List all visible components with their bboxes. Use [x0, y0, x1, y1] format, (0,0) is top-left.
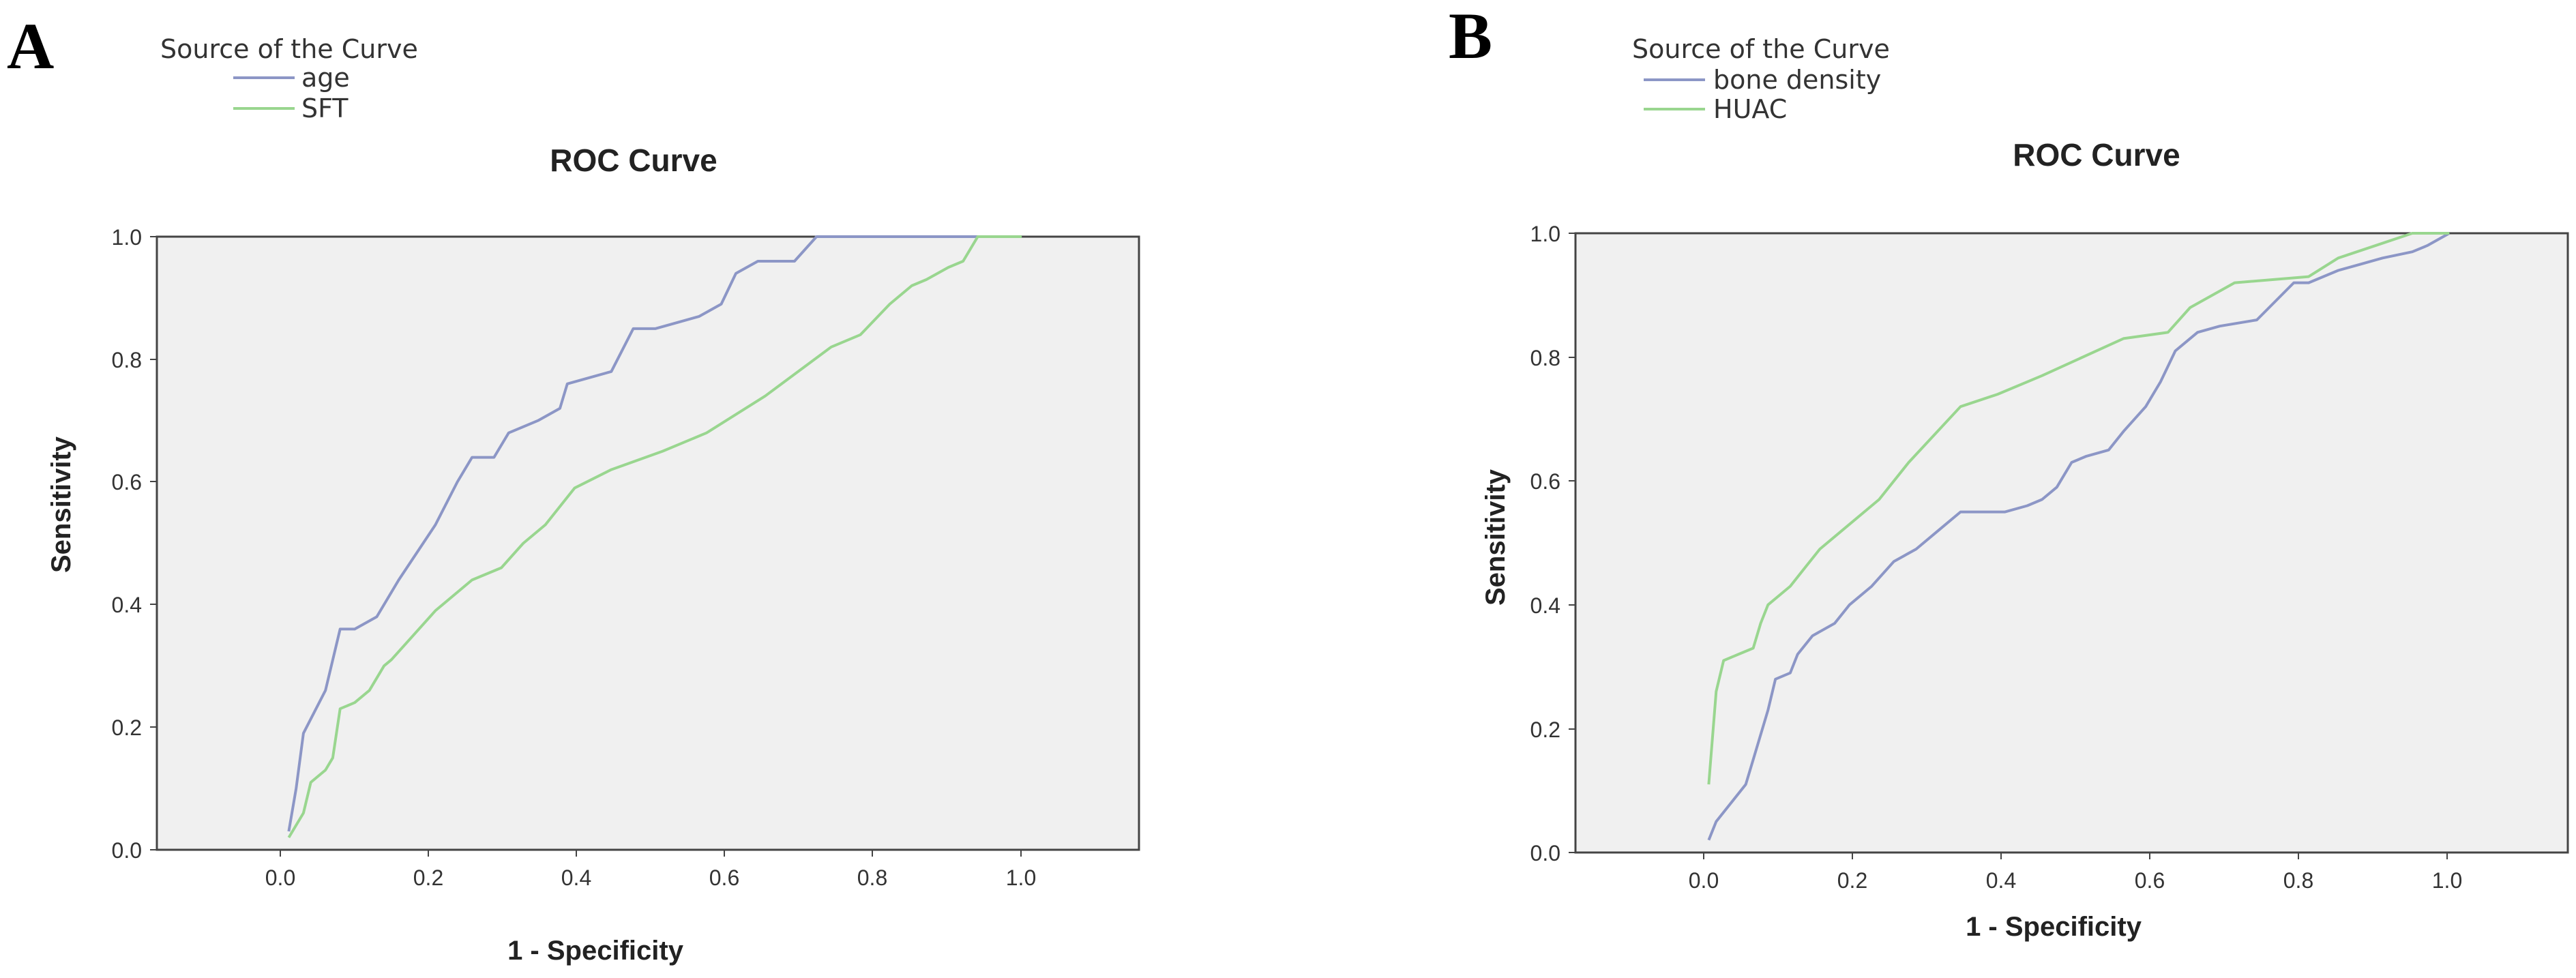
roc-panel-b: B Source of the Curve bone density HUAC …: [1449, 0, 2569, 942]
y-tick-label: 0.0: [1530, 841, 1560, 865]
x-axis-label: 1 - Specificity: [507, 936, 684, 966]
x-axis-label: 1 - Specificity: [1966, 912, 2142, 942]
legend-title: Source of the Curve: [1632, 34, 1890, 64]
legend-label-sft: SFT: [301, 93, 349, 123]
x-tick-label: 0.0: [1689, 868, 1719, 893]
roc-curve-age: [287, 235, 1022, 832]
y-tick-label: 0.8: [112, 348, 142, 372]
y-tick-label: 0.8: [1530, 346, 1560, 370]
x-tick-label: 0.4: [1986, 868, 2016, 893]
legend-label-bone-density: bone density: [1713, 65, 1881, 95]
y-axis-label: Sensitivity: [1481, 469, 1511, 606]
x-tick-label: 0.8: [2283, 868, 2313, 893]
x-tick-label: 0.6: [709, 865, 739, 890]
y-tick-label: 0.2: [112, 715, 142, 740]
x-tick-label: 1.0: [1006, 865, 1036, 890]
legend-title: Source of the Curve: [160, 34, 418, 64]
x-tick-label: 0.2: [1837, 868, 1867, 893]
y-tick-label: 0.6: [112, 470, 142, 494]
y-axis-label: Sensitivity: [46, 436, 76, 573]
plot-area: [156, 235, 1140, 851]
roc-curve-sft: [287, 235, 1022, 839]
y-tick-label: 0.2: [1530, 717, 1560, 742]
chart-title: ROC Curve: [550, 143, 717, 178]
chart-title: ROC Curve: [2013, 137, 2180, 173]
x-tick-label: 1.0: [2432, 868, 2462, 893]
panel-label: B: [1449, 0, 1492, 72]
x-tick-label: 0.2: [413, 865, 443, 890]
roc-curve-bone-density: [1707, 232, 2451, 841]
y-ticks: 0.0 0.2 0.4 0.6 0.8 1.0: [1530, 222, 1575, 865]
y-ticks: 0.0 0.2 0.4 0.6 0.8 1.0: [112, 225, 157, 863]
plot-area: [1574, 232, 2569, 854]
x-tick-label: 0.0: [265, 865, 295, 890]
y-tick-label: 0.4: [112, 593, 142, 617]
panel-label: A: [7, 10, 54, 83]
legend-label-huac: HUAC: [1713, 94, 1787, 124]
legend-label-age: age: [301, 63, 350, 93]
y-tick-label: 1.0: [112, 225, 142, 250]
y-tick-label: 0.4: [1530, 593, 1560, 618]
x-tick-label: 0.6: [2135, 868, 2165, 893]
x-tick-label: 0.4: [561, 865, 591, 890]
y-tick-label: 0.0: [112, 838, 142, 863]
roc-panel-a: A Source of the Curve age SFT ROC Curve …: [7, 10, 1140, 966]
roc-curve-huac: [1707, 232, 2450, 785]
x-tick-label: 0.8: [857, 865, 887, 890]
x-ticks: 0.0 0.2 0.4 0.6 0.8 1.0: [265, 850, 1036, 890]
y-tick-label: 0.6: [1530, 469, 1560, 494]
x-ticks: 0.0 0.2 0.4 0.6 0.8 1.0: [1689, 853, 2462, 893]
y-tick-label: 1.0: [1530, 222, 1560, 246]
